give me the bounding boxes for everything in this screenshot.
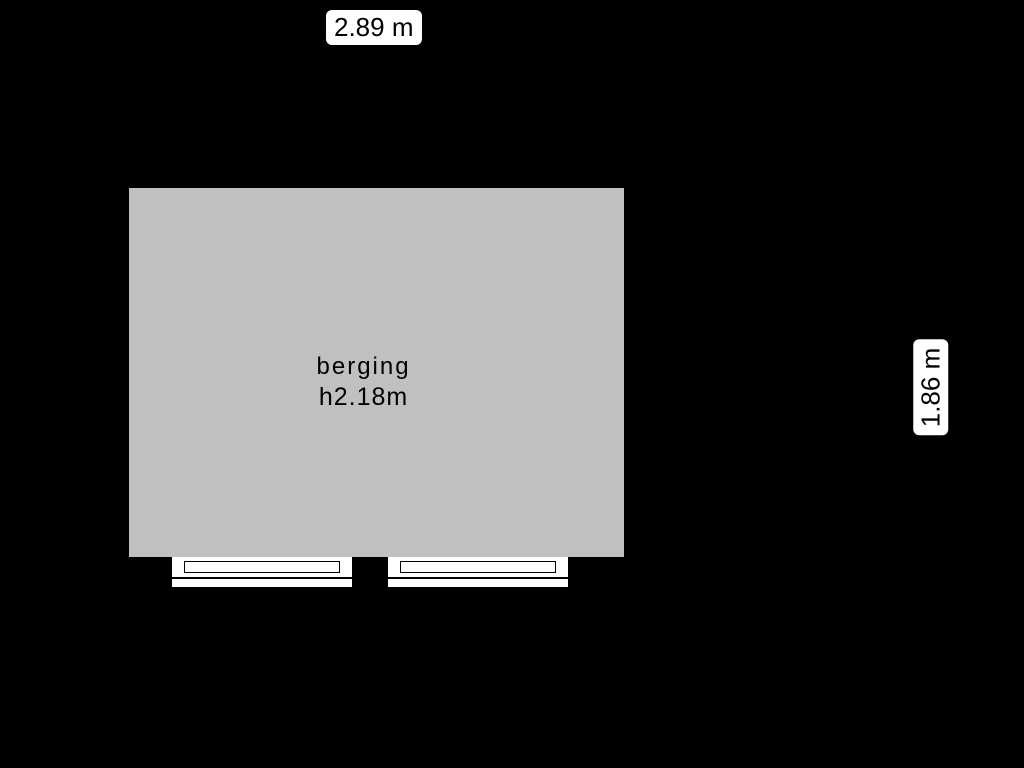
door-panel [184,561,340,573]
door [172,557,352,587]
door-panel [400,561,556,573]
room-name: berging [317,353,411,381]
dimension-right: 1.86 m [913,340,948,436]
room-height: h2.18m [317,383,411,412]
dimension-top: 2.89 m [326,10,422,45]
room-label: berging h2.18m [317,353,411,412]
door-threshold [172,577,352,579]
door [388,557,568,587]
dimension-right-value: 1.86 m [915,348,945,428]
dimension-top-value: 2.89 m [334,12,414,42]
door-threshold [388,577,568,579]
